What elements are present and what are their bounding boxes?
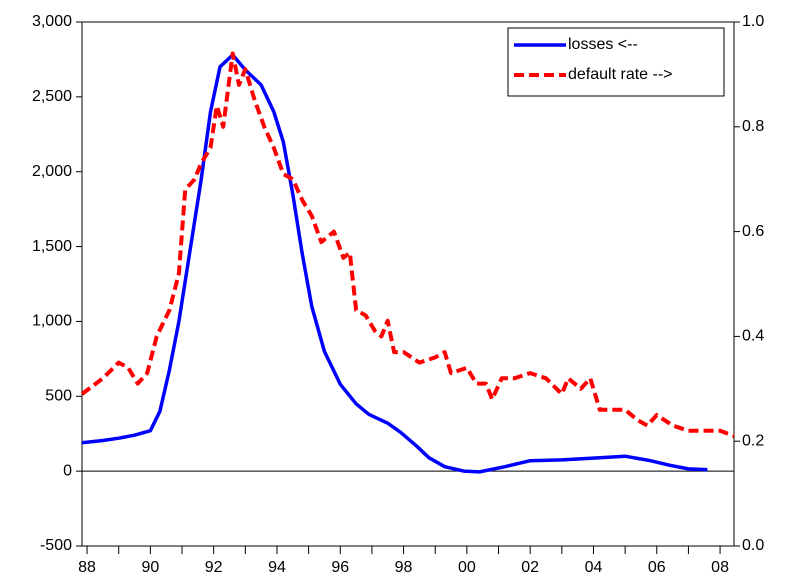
y-tick-label: 0 [63,462,72,479]
y2-tick-label: 0.0 [742,537,764,554]
x-tick-label: 08 [711,559,729,576]
x-tick-label: 98 [395,559,413,576]
y-tick-label: 500 [45,388,72,405]
y2-tick-label: 0.8 [742,118,764,135]
x-tick-label: 96 [331,559,349,576]
x-tick-label: 90 [141,559,159,576]
x-tick-label: 92 [205,559,223,576]
y2-tick-label: 1.0 [742,13,764,30]
x-tick-label: 04 [585,559,603,576]
y-tick-label: -500 [40,537,72,554]
series-line [80,51,735,438]
x-tick-label: 00 [458,559,476,576]
y-tick-label: 1,500 [32,238,72,255]
legend-label: default rate --> [568,66,673,83]
y-tick-label: 2,000 [32,163,72,180]
y-tick-label: 2,500 [32,88,72,105]
x-tick-label: 88 [78,559,96,576]
x-tick-label: 02 [521,559,539,576]
x-tick-label: 06 [648,559,666,576]
y2-tick-label: 0.4 [742,328,764,345]
y-tick-label: 1,000 [32,313,72,330]
series-line [81,53,708,474]
plot-frame [81,21,735,547]
x-tick-label: 94 [268,559,286,576]
y2-tick-label: 0.2 [742,432,764,449]
y-tick-label: 3,000 [32,13,72,30]
y2-tick-label: 0.6 [742,223,764,240]
legend-label: losses <-- [568,36,638,53]
legend-box [507,27,725,97]
